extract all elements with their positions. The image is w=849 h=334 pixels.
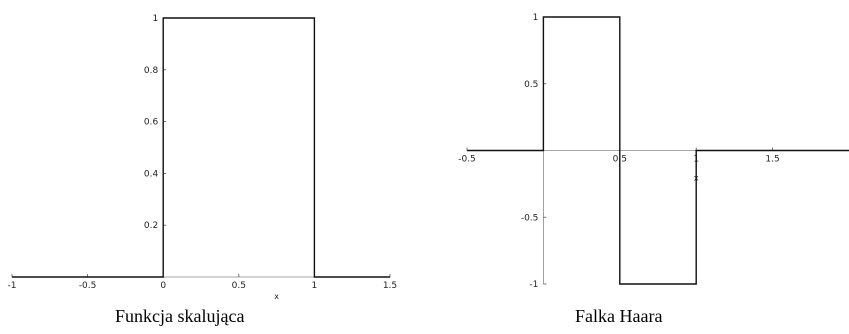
- haar-wavelet-caption: Falka Haara: [575, 306, 663, 326]
- x-tick-label: 1.5: [383, 281, 397, 291]
- x-axis-label: x: [274, 292, 279, 301]
- x-tick-label: -0.5: [79, 281, 97, 291]
- series-line: [467, 16, 849, 285]
- x-tick-label: 0.5: [232, 281, 246, 291]
- x-tick-label: 1: [312, 281, 318, 291]
- y-tick-label: 0.2: [144, 221, 158, 231]
- x-tick-label: 1.5: [765, 155, 779, 165]
- x-tick-label: 0: [160, 281, 166, 291]
- y-tick-label: 0.6: [144, 118, 159, 128]
- scaling-function-chart: -1 -0.5 0 0.5 1 1.5 0.2 0.4 0.6 0.8 1 x: [8, 14, 398, 301]
- y-tick-label: 0.4: [144, 169, 159, 179]
- y-tick-label: 0.8: [144, 66, 159, 76]
- x-tick-label: -1: [8, 281, 17, 291]
- y-tick-label: -1: [529, 280, 538, 290]
- y-tick-label: 1: [152, 14, 158, 24]
- x-tick-label: -0.5: [458, 155, 476, 165]
- y-tick-label: 0.5: [524, 80, 538, 90]
- y-tick-label: -0.5: [521, 213, 539, 223]
- series-line: [12, 17, 390, 278]
- scaling-function-caption: Funkcja skalująca: [115, 306, 245, 326]
- haar-wavelet-chart: -0.5 0.5 1 1.5-1-0.50.51x: [458, 13, 849, 290]
- y-tick-label: 1: [533, 13, 539, 23]
